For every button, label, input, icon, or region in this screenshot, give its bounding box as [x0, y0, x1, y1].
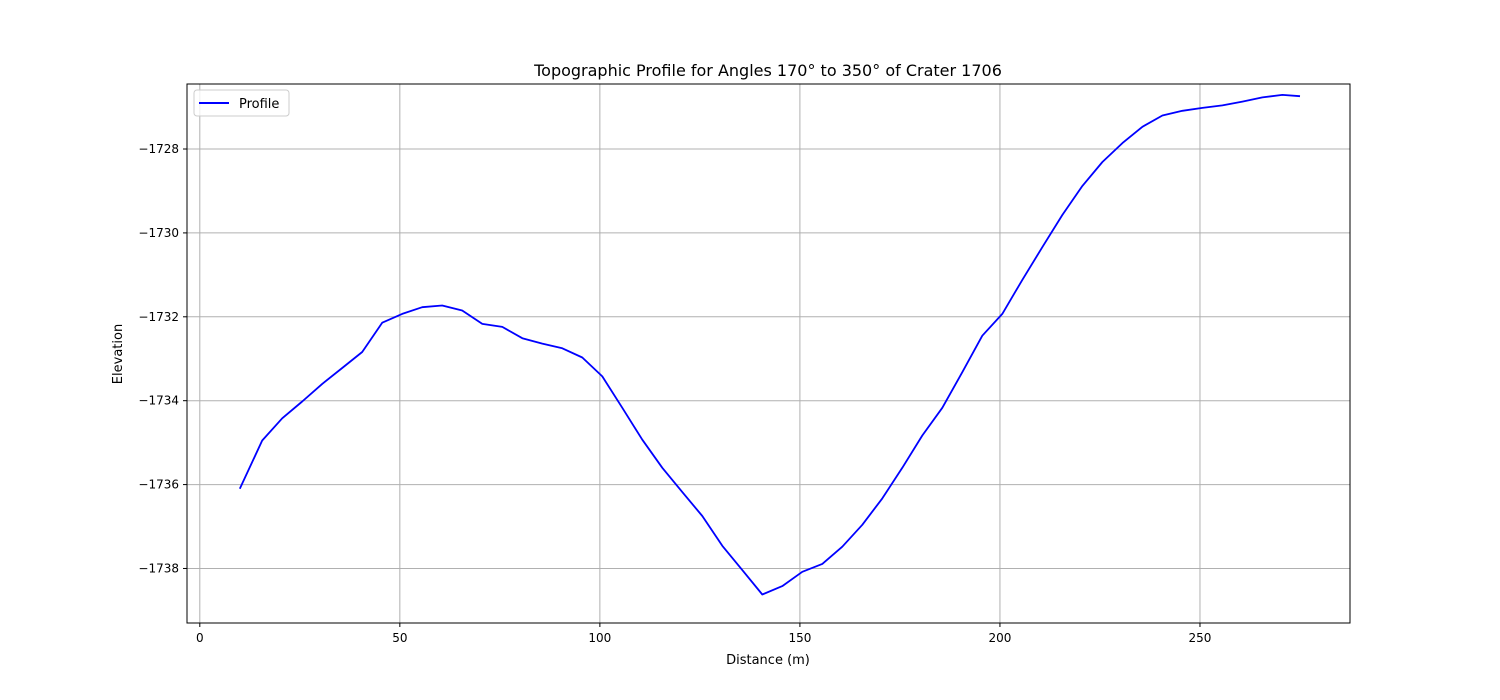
x-tick-label: 50 [392, 631, 407, 645]
series-line-profile [238, 94, 1301, 596]
legend: Profile [193, 89, 290, 117]
chart-title: Topographic Profile for Angles 170° to 3… [533, 61, 1002, 80]
x-tick-label: 0 [196, 631, 204, 645]
grid-lines [187, 84, 1350, 623]
x-tick-label: 250 [1189, 631, 1212, 645]
y-tick-label: −1736 [138, 478, 179, 492]
plot-area-frame [186, 83, 1351, 624]
legend-box [193, 89, 290, 117]
x-tick-label: 200 [988, 631, 1011, 645]
y-tick-label: −1732 [138, 310, 179, 324]
legend-label-profile: Profile [239, 97, 279, 112]
x-tick-label: 100 [588, 631, 611, 645]
y-tick-label: −1728 [138, 142, 179, 156]
y-tick-label: −1730 [138, 226, 179, 240]
x-axis-label: Distance (m) [726, 653, 810, 668]
axis-ticks: 0 50 100 150 200 250 −1738 −1736 −1734 −1732 −1730… [138, 142, 1211, 645]
y-tick-label: −1734 [138, 394, 179, 408]
x-tick-label: 150 [788, 631, 811, 645]
y-axis-label: Elevation [111, 324, 126, 384]
y-tick-label: −1738 [138, 561, 179, 575]
series-layer [238, 94, 1301, 596]
